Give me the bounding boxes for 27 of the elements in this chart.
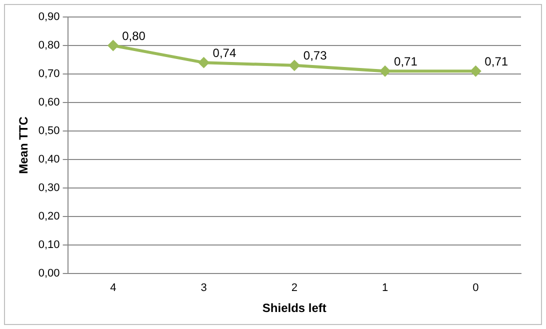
point bbox=[198, 57, 210, 68]
point bbox=[470, 66, 482, 77]
y-tick-label: 0,20 bbox=[38, 210, 60, 222]
x-tick-label: 2 bbox=[291, 282, 298, 294]
y-tick-label: 0,80 bbox=[38, 40, 60, 52]
y-tick-label: 0,50 bbox=[38, 124, 60, 137]
point bbox=[380, 66, 391, 77]
x-tick-label: 1 bbox=[382, 282, 388, 294]
y-tick-label: 0,00 bbox=[38, 267, 60, 280]
data-label: 0,74 bbox=[212, 46, 236, 60]
y-tick-label: 0,90 bbox=[38, 11, 60, 24]
x-tick-label: 3 bbox=[200, 282, 207, 294]
y-tick-label: 0,40 bbox=[38, 153, 60, 166]
x-tick-label: 4 bbox=[110, 282, 116, 294]
point bbox=[108, 40, 119, 51]
data-label: 0,73 bbox=[303, 48, 328, 63]
data-label: 0,71 bbox=[394, 54, 418, 68]
point bbox=[288, 60, 300, 71]
y-tick-label: 0,70 bbox=[38, 68, 60, 80]
data-label: 0,71 bbox=[484, 54, 508, 68]
x-tick-label: 0 bbox=[472, 282, 479, 294]
data-label: 0,80 bbox=[122, 28, 146, 43]
y-tick-label: 0,30 bbox=[38, 182, 60, 194]
y-tick-label: 0,10 bbox=[38, 238, 60, 251]
y-tick-label: 0,60 bbox=[38, 96, 60, 108]
x-axis-title: Shields left bbox=[262, 301, 326, 316]
y-axis-title: Mean TTC bbox=[16, 116, 31, 174]
